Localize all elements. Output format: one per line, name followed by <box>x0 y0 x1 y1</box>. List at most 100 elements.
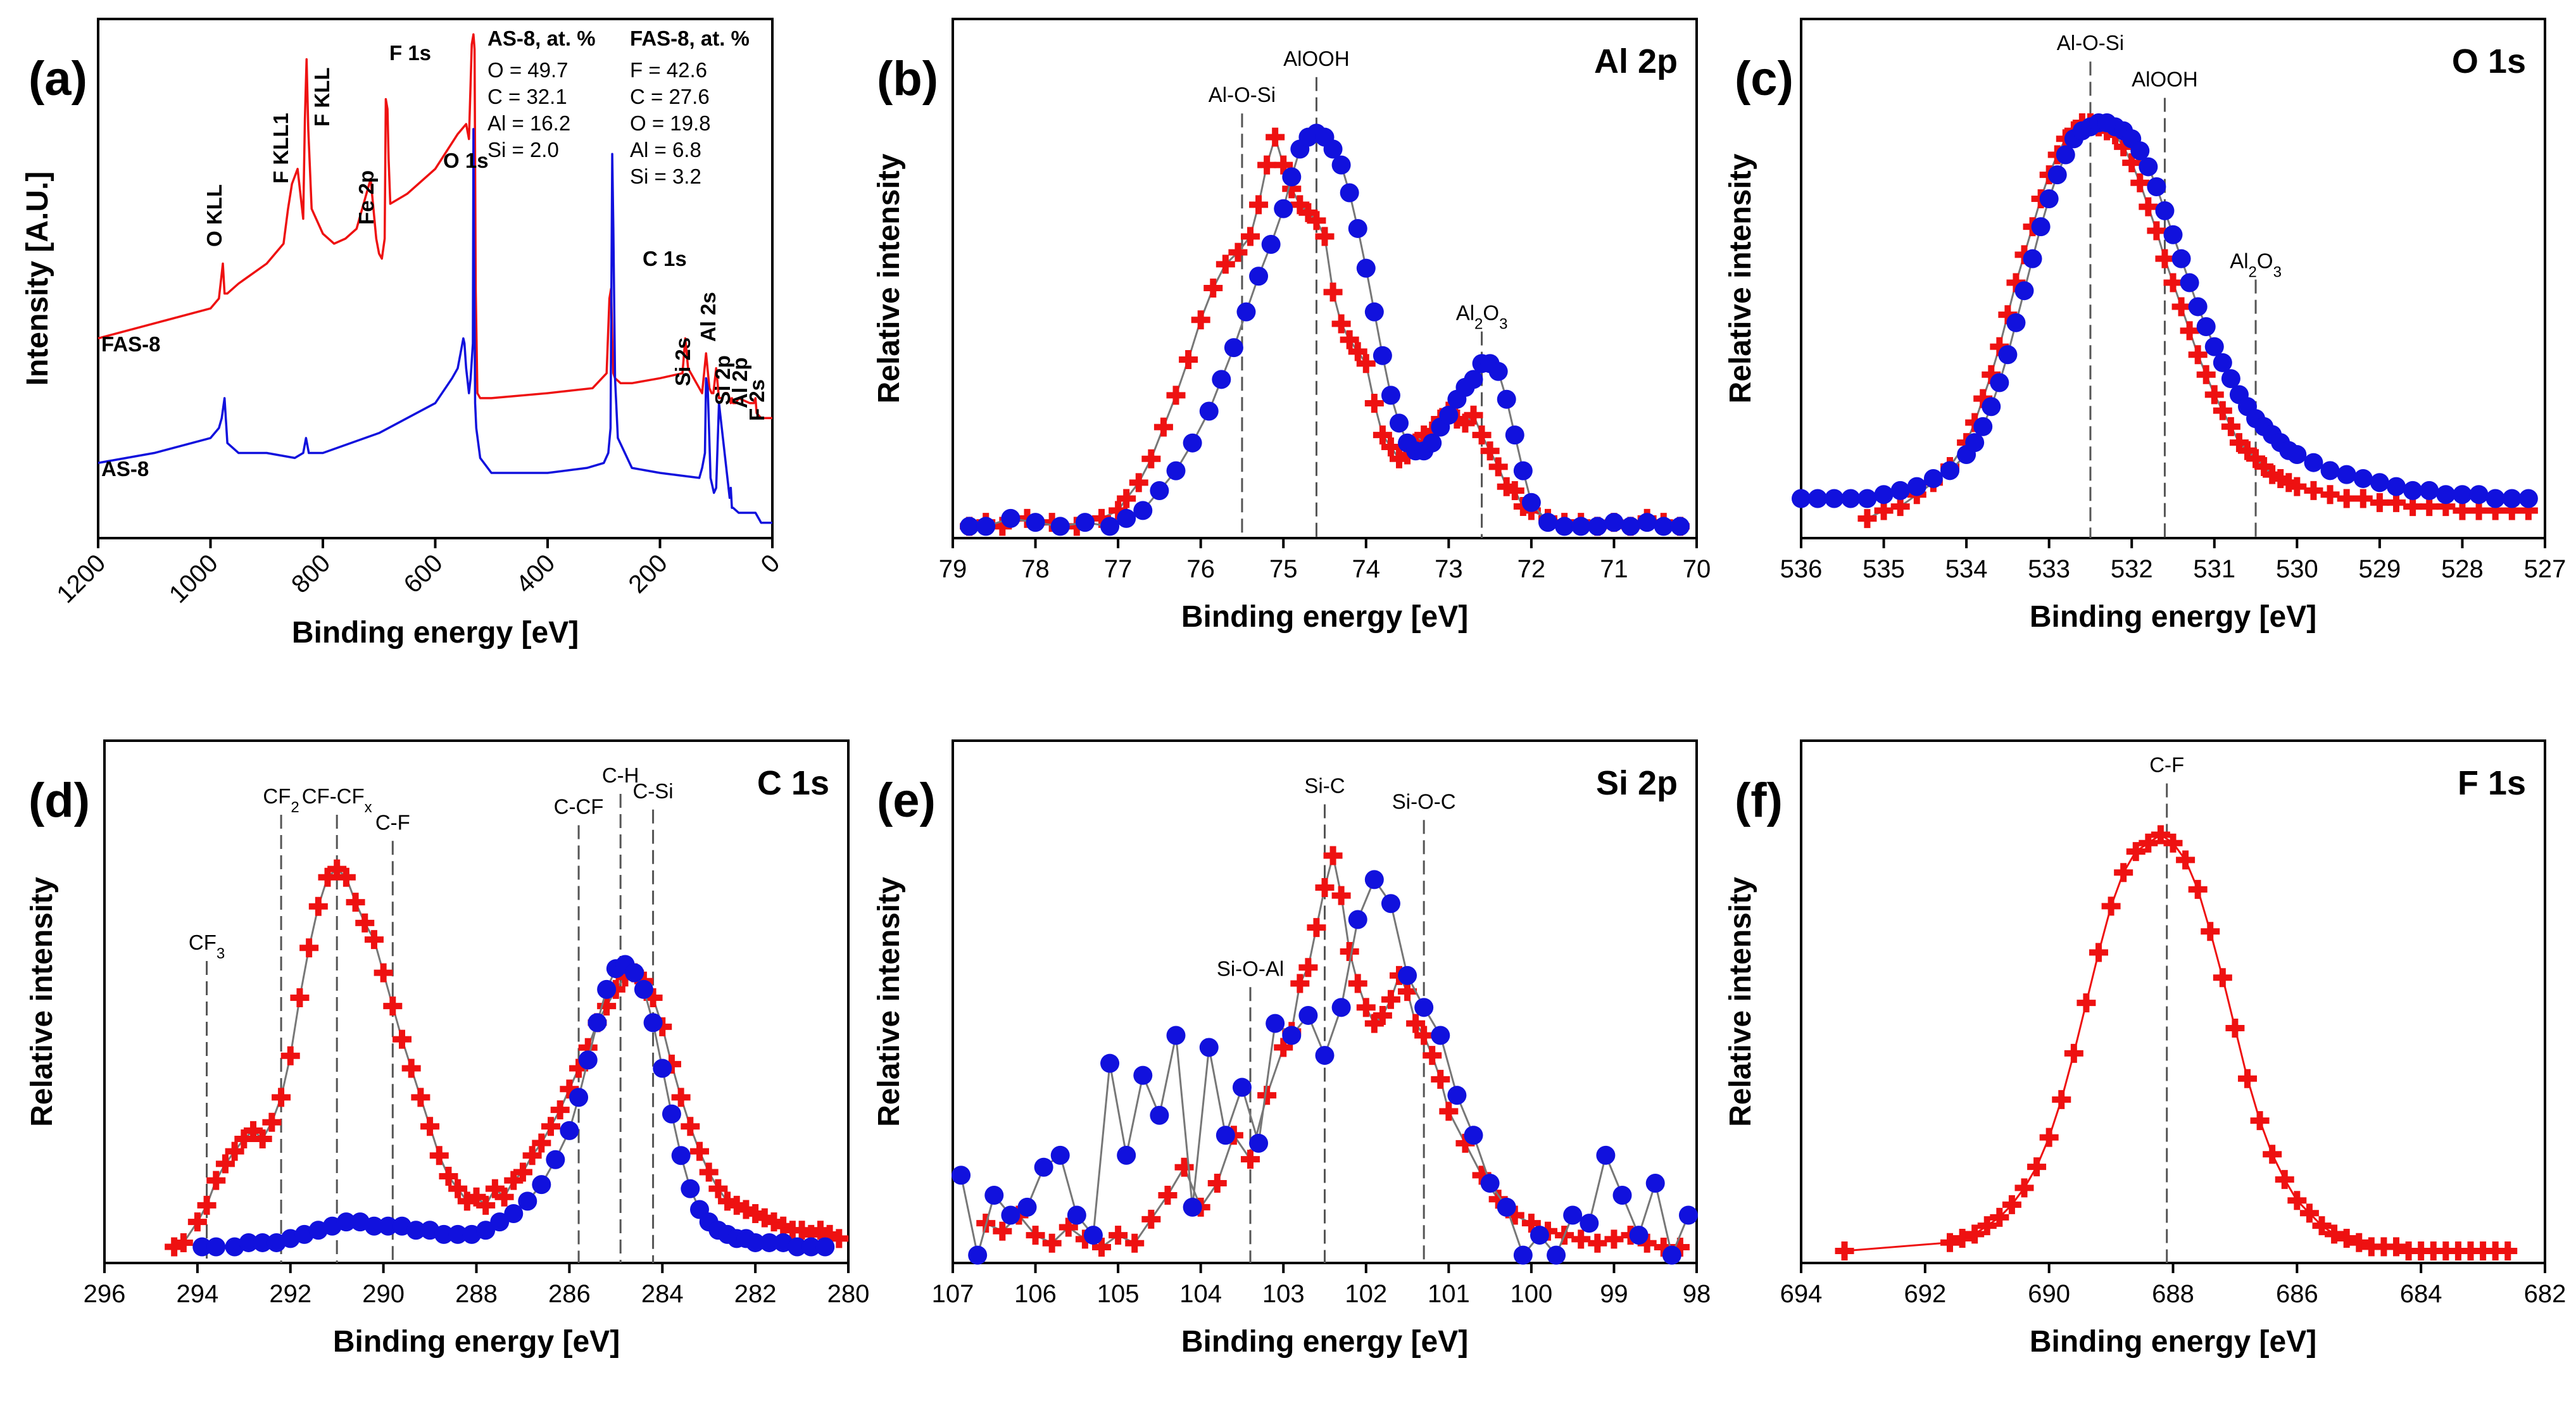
data-point <box>2275 1170 2294 1190</box>
data-point <box>2469 485 2489 505</box>
data-point <box>1381 437 1400 456</box>
x-tick-label: 200 <box>624 549 673 598</box>
composition-line: O = 49.7 <box>487 58 569 82</box>
series-connector <box>969 134 1681 528</box>
data-point <box>2423 1241 2443 1260</box>
label-part: 3 <box>1499 315 1507 332</box>
data-point <box>1141 1209 1161 1229</box>
peak-label: F 1s <box>389 41 431 65</box>
data-point <box>1356 258 1376 278</box>
x-tick-label: 0 <box>756 549 786 579</box>
data-point <box>2064 1043 2083 1063</box>
data-point <box>1521 493 1541 512</box>
composition-header: FAS-8, at. % <box>630 27 750 50</box>
data-point <box>1521 1214 1541 1233</box>
x-tick-label: 100 <box>1511 1280 1553 1308</box>
data-point <box>2188 879 2208 899</box>
data-point <box>2056 145 2075 165</box>
data-point <box>1670 1238 1690 1257</box>
data-point <box>364 1216 384 1236</box>
data-point <box>1236 302 1256 322</box>
x-tick-label: 70 <box>1683 555 1711 583</box>
data-point <box>2201 922 2220 941</box>
data-point <box>764 1212 784 1232</box>
data-point <box>1092 1238 1111 1257</box>
panel-d: 296 294 292 290 288 286 284 282 280 Binding energ… <box>25 739 869 1359</box>
data-point <box>476 1195 496 1215</box>
data-point <box>2403 497 2423 517</box>
data-point <box>1348 218 1367 238</box>
x-axis-label: Binding energy [eV] <box>333 1325 620 1359</box>
x-tick-label: 104 <box>1179 1280 1222 1308</box>
data-point <box>1133 501 1153 520</box>
data-point <box>2101 896 2121 916</box>
data-point <box>1249 267 1269 286</box>
data-point <box>1982 365 2001 384</box>
peak-label: O KLL <box>203 184 226 247</box>
data-point <box>569 1059 589 1078</box>
data-point <box>406 1221 426 1240</box>
series-connector <box>1844 833 2508 1252</box>
data-point <box>1612 1185 1632 1205</box>
data-point <box>1857 509 1877 529</box>
panel-label: (c) <box>1735 52 1794 106</box>
data-point <box>976 517 996 536</box>
data-point <box>1637 513 1657 532</box>
data-point <box>476 1221 496 1240</box>
series-FAS-8 <box>960 127 1690 536</box>
data-point <box>801 1224 821 1244</box>
data-point <box>448 1179 468 1198</box>
data-point <box>1364 870 1384 889</box>
data-point <box>2221 417 2240 436</box>
x-tick-label: 688 <box>2152 1280 2194 1308</box>
data-point <box>504 1204 524 1224</box>
data-point <box>681 1117 700 1136</box>
data-point <box>2171 249 2191 268</box>
data-point <box>760 1233 779 1252</box>
x-tick-label: 531 <box>2193 555 2235 583</box>
x-tick-label: 101 <box>1428 1280 1470 1308</box>
data-point <box>1835 1241 1854 1260</box>
x-tick-label: 76 <box>1186 555 1215 583</box>
data-point <box>411 1088 430 1107</box>
x-tick-label: 74 <box>1352 555 1381 583</box>
data-point <box>513 1162 532 1182</box>
reference-label: Al-O-Si <box>1209 83 1276 106</box>
data-point <box>2213 968 2232 988</box>
data-point <box>2448 1241 2468 1260</box>
data-point <box>2246 449 2266 468</box>
data-point <box>2163 833 2183 853</box>
data-point <box>173 1233 193 1252</box>
data-point <box>299 938 319 958</box>
data-point <box>1166 386 1186 405</box>
data-point <box>1274 199 1293 218</box>
x-tick-label: 71 <box>1600 555 1628 583</box>
peak-label: C 1s <box>643 247 687 270</box>
x-tick-label: 536 <box>1780 555 1823 583</box>
data-point <box>1662 1245 1681 1265</box>
x-tick-label: 532 <box>2111 555 2153 583</box>
data-point <box>1050 1145 1070 1165</box>
data-point <box>2287 1191 2307 1210</box>
data-point <box>2002 1195 2021 1214</box>
panel-label: (f) <box>1735 774 1783 827</box>
data-point <box>2370 493 2389 512</box>
y-axis-label: Relative intensity <box>25 877 59 1127</box>
peak-label: F KLL <box>310 68 334 127</box>
data-point <box>746 1204 765 1224</box>
series-AS-8 <box>192 955 835 1257</box>
data-point <box>1874 501 1894 520</box>
data-point <box>1207 1174 1227 1193</box>
data-point <box>1191 310 1210 330</box>
series-AS-8 <box>97 128 772 524</box>
data-point <box>244 1121 263 1140</box>
data-point <box>1464 370 1483 389</box>
data-point <box>1423 1046 1442 1065</box>
label-part: 2 <box>291 799 299 816</box>
x-axis-label: Binding energy [eV] <box>2030 600 2316 634</box>
data-point <box>1373 425 1392 445</box>
data-point <box>1431 1026 1450 1045</box>
data-point <box>1637 1233 1657 1253</box>
data-point <box>1497 477 1516 496</box>
data-point <box>1340 330 1359 349</box>
